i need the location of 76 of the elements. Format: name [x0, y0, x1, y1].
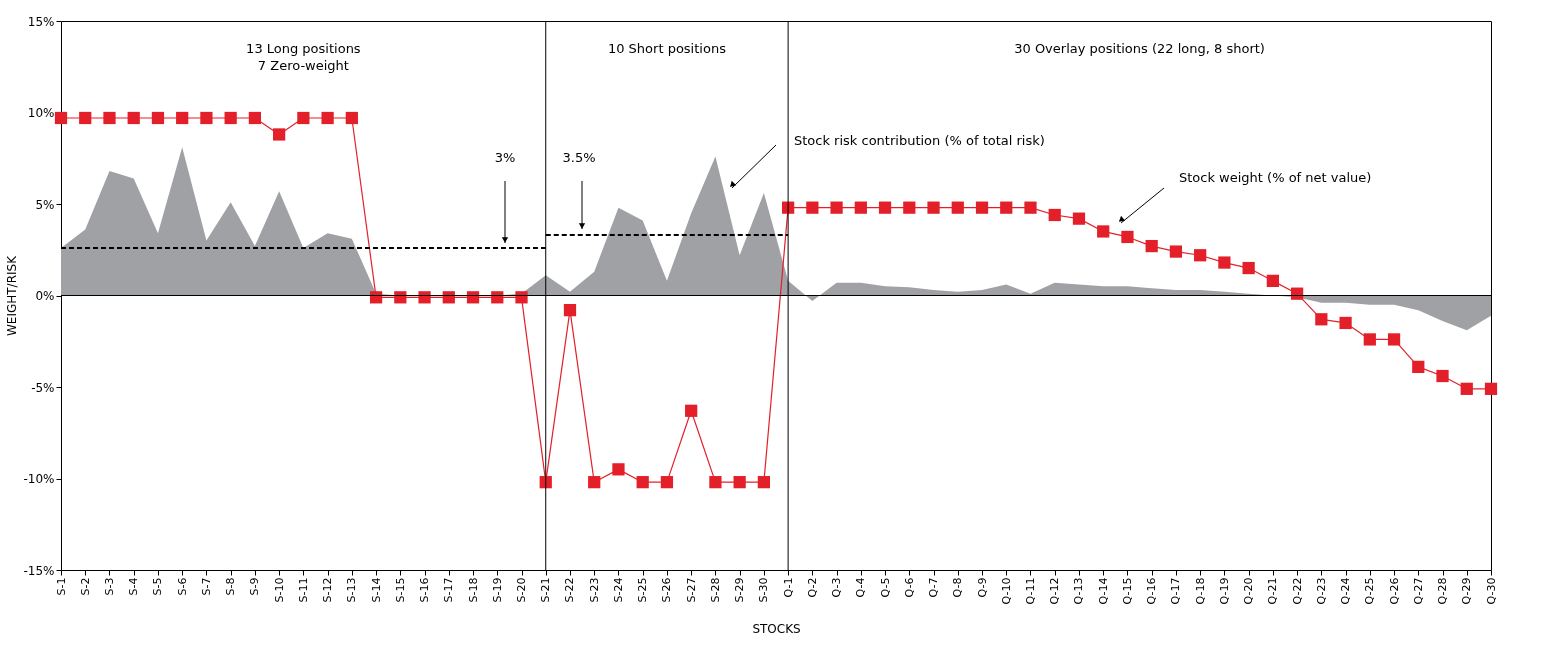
x-tick-label: Q-1 [781, 577, 795, 598]
x-tick-label: Q-2 [805, 577, 819, 598]
x-tick-label: Q-21 [1266, 577, 1280, 605]
annotation: Stock risk contribution (% of total risk) [794, 133, 1045, 148]
x-tick-label: S-21 [539, 577, 553, 603]
x-tick-label: Q-28 [1436, 577, 1450, 605]
x-tick-label: S-23 [587, 577, 601, 603]
x-tick-label: S-7 [199, 577, 213, 596]
x-tick-label: S-4 [127, 577, 141, 596]
x-tick-label: Q-14 [1096, 577, 1110, 605]
x-tick-label: Q-10 [999, 577, 1013, 605]
x-tick-label: S-1 [54, 577, 68, 596]
x-tick-label: S-8 [224, 577, 238, 596]
x-tick-label: Q-19 [1217, 577, 1231, 605]
y-tick-label: 15% [27, 14, 55, 29]
x-tick-label: Q-4 [854, 577, 868, 598]
x-tick-label: S-20 [515, 577, 529, 603]
x-tick-label: Q-20 [1242, 577, 1256, 605]
x-tick-label: S-19 [490, 577, 504, 603]
x-tick-label: S-2 [78, 577, 92, 596]
x-tick-label: Q-8 [951, 577, 965, 598]
x-tick-label: Q-25 [1363, 577, 1377, 605]
y-tick-label: 10% [27, 106, 55, 120]
x-tick-label: Q-24 [1339, 577, 1353, 605]
x-tick-label: S-6 [175, 577, 189, 596]
annotation: 3.5% [562, 150, 596, 165]
x-tick-label: S-27 [684, 577, 698, 603]
x-tick-label: Q-13 [1072, 577, 1086, 605]
annotation: 13 Long positions 7 Zero-weight [246, 41, 361, 73]
x-tick-label: Q-3 [830, 577, 844, 598]
x-tick-label: S-10 [272, 577, 286, 603]
x-tick-label: S-25 [636, 577, 650, 603]
x-tick-label: S-13 [345, 577, 359, 603]
x-tick-label: S-17 [442, 577, 456, 603]
y-tick-label: -5% [31, 380, 55, 395]
x-tick-label: S-12 [321, 577, 335, 603]
x-tick-label: Q-5 [878, 577, 892, 598]
x-tick-label: Q-30 [1484, 577, 1498, 605]
x-tick-label: S-22 [563, 577, 577, 603]
x-tick-label: S-24 [611, 577, 625, 603]
x-tick-label: Q-9 [975, 577, 989, 598]
x-tick-label: Q-27 [1411, 577, 1425, 605]
x-tick-label: Q-7 [927, 577, 941, 598]
x-tick-label: S-30 [757, 577, 771, 603]
annotation: Stock weight (% of net value) [1179, 170, 1372, 185]
y-tick-label: -10% [23, 472, 55, 486]
x-tick-label: Q-29 [1460, 577, 1474, 605]
x-tick-label: S-3 [102, 577, 116, 596]
x-tick-label: S-15 [393, 577, 407, 603]
x-tick-label: Q-16 [1145, 577, 1159, 605]
x-tick-label: Q-15 [1120, 577, 1134, 605]
x-tick-label: Q-26 [1387, 577, 1401, 605]
y-axis-title: WEIGHT/RISK [5, 254, 20, 337]
x-tick-label: Q-6 [902, 577, 916, 598]
x-tick-label: Q-11 [1023, 577, 1037, 605]
x-tick-label: S-14 [369, 577, 383, 603]
x-tick-label: S-5 [151, 577, 165, 596]
x-tick-label: Q-22 [1290, 577, 1304, 605]
annotation: 30 Overlay positions (22 long, 8 short) [1014, 41, 1265, 56]
y-tick-label: -15% [23, 563, 55, 578]
annotation: 3% [494, 150, 516, 165]
x-tick-label: S-16 [418, 577, 432, 603]
x-tick-label: S-26 [660, 577, 674, 603]
x-tick-label: Q-23 [1314, 577, 1328, 605]
y-tick-label: 0% [35, 289, 55, 303]
y-tick-label: 5% [35, 197, 55, 212]
x-tick-label: S-29 [733, 577, 747, 603]
x-axis-title: STOCKS [752, 622, 801, 637]
x-tick-label: Q-12 [1048, 577, 1062, 605]
x-tick-label: Q-17 [1169, 577, 1183, 605]
x-tick-label: S-18 [466, 577, 480, 603]
x-tick-label: S-9 [248, 577, 262, 596]
x-tick-label: S-28 [708, 577, 722, 603]
x-tick-label: Q-18 [1193, 577, 1207, 605]
x-tick-label: S-11 [296, 577, 310, 603]
annotation: 10 Short positions [607, 41, 727, 56]
